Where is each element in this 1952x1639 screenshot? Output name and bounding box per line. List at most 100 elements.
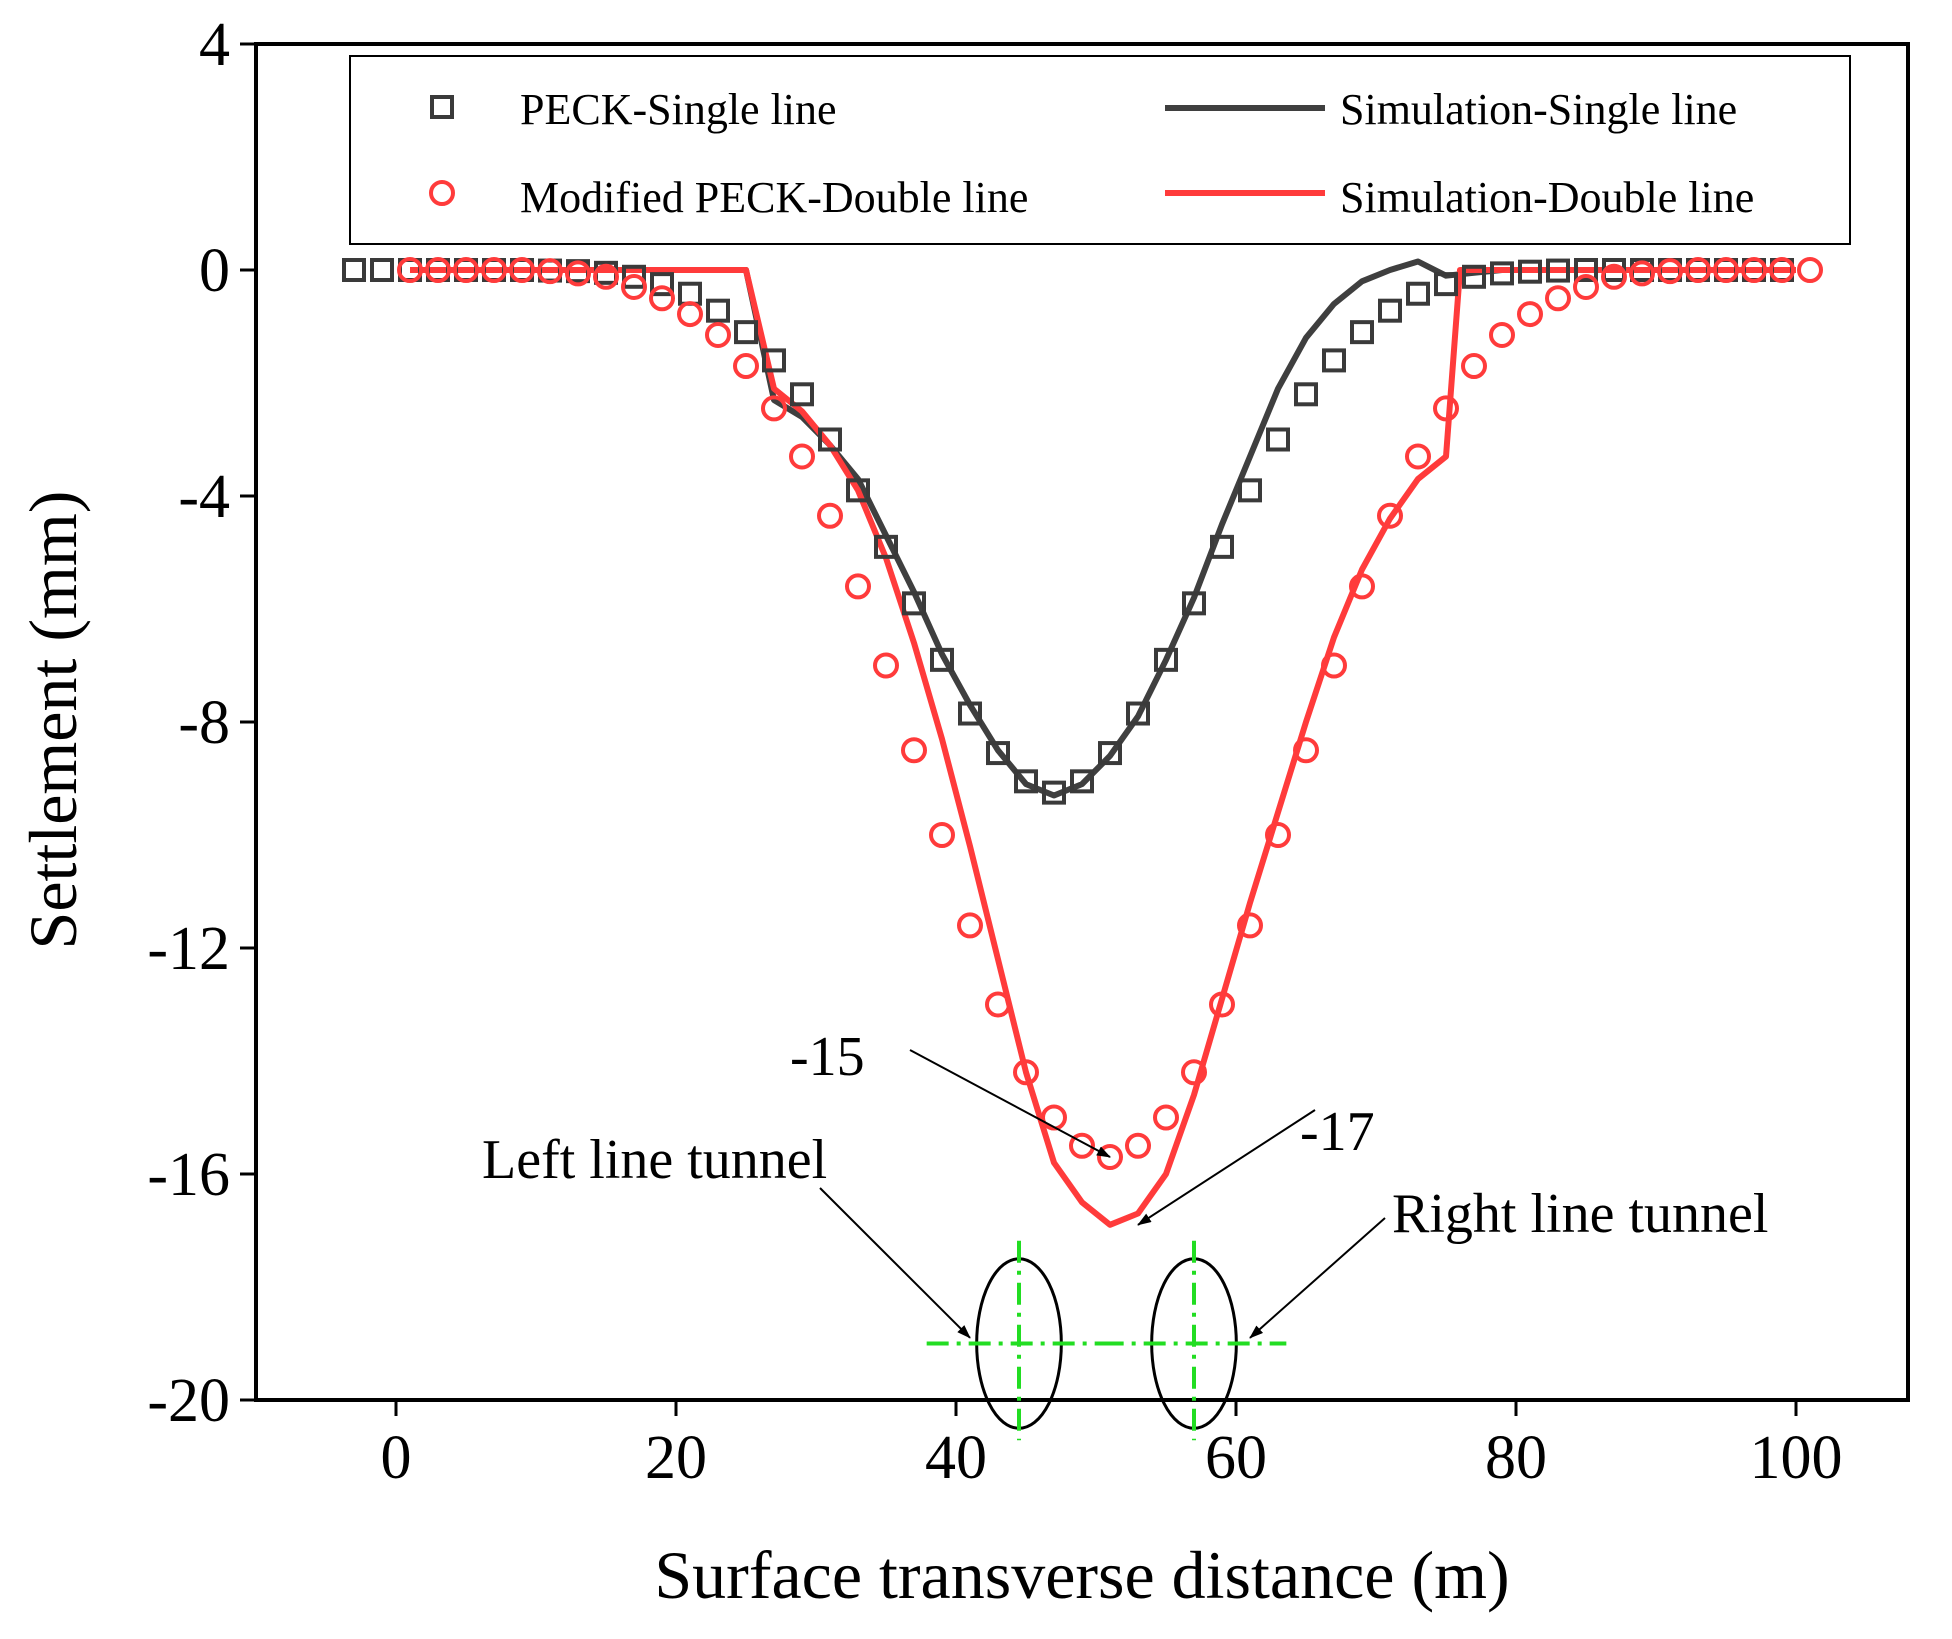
- data-point-circle: [1489, 321, 1515, 348]
- data-point-circle: [1209, 991, 1235, 1018]
- data-point-square: [958, 701, 982, 726]
- data-point-circle: [1517, 301, 1543, 328]
- tunnels: [926, 1240, 1287, 1441]
- data-point-circle: [761, 395, 787, 422]
- data-point-circle: [397, 257, 423, 283]
- y-axis-label: Settlement (mm): [15, 491, 91, 950]
- legend-label-simulation-single: Simulation-Single line: [1340, 85, 1737, 134]
- data-point-square: [1070, 769, 1094, 794]
- annotation-arrow: [909, 1049, 1111, 1158]
- y-tick-label: 0: [199, 237, 230, 305]
- data-point-circle: [621, 273, 647, 300]
- data-point-circle: [481, 257, 507, 283]
- data-point-square: [1182, 591, 1206, 616]
- y-tick-label: 4: [199, 11, 230, 79]
- x-tick-label: 80: [1485, 1424, 1547, 1492]
- data-point-circle: [1545, 285, 1571, 312]
- data-point-square: [1042, 780, 1066, 805]
- x-tick-label: 40: [925, 1424, 987, 1492]
- data-point-square: [930, 647, 954, 672]
- data-point-circle: [593, 263, 619, 290]
- data-point-circle: [873, 652, 899, 679]
- data-point-circle: [1573, 273, 1599, 300]
- data-point-circle: [1125, 1132, 1151, 1159]
- data-point-square: [650, 272, 674, 297]
- data-point-square: [734, 320, 758, 345]
- data-point-square: [1294, 382, 1318, 407]
- data-point-square: [1350, 320, 1374, 345]
- series-line-2: [410, 258, 1796, 799]
- data-point-circle: [845, 573, 871, 600]
- data-point-circle: [1657, 258, 1683, 285]
- data-point-square: [370, 258, 394, 282]
- data-point-square: [874, 534, 898, 559]
- data-point-circle: [425, 257, 451, 283]
- data-point-square: [342, 258, 366, 282]
- data-point-circle: [985, 991, 1011, 1018]
- data-point-circle: [649, 285, 675, 312]
- x-axis-label: Surface transverse distance (m): [654, 1537, 1509, 1613]
- annotation-label: Left line tunnel: [482, 1129, 827, 1191]
- data-point-circle: [1769, 257, 1795, 283]
- data-point-square: [1434, 272, 1458, 297]
- data-point-circle: [817, 502, 843, 529]
- y-tick-label: -16: [147, 1141, 230, 1209]
- data-point-circle: [677, 301, 703, 328]
- y-tick-label: -12: [147, 915, 230, 983]
- data-point-circle: [1013, 1059, 1039, 1086]
- data-point-square: [622, 264, 646, 289]
- annotation-arrow: [1249, 1217, 1386, 1339]
- data-point-circle: [1797, 257, 1823, 283]
- data-point-circle: [1461, 353, 1487, 380]
- data-point-square: [678, 281, 702, 306]
- y-tick-label: -20: [147, 1367, 230, 1435]
- data-point-square: [1014, 769, 1038, 794]
- data-point-square: [1378, 298, 1402, 323]
- data-point-square: [1518, 259, 1542, 284]
- y-tick-label: -8: [178, 689, 230, 757]
- data-point-circle: [929, 822, 955, 848]
- data-point-circle: [1405, 443, 1431, 470]
- data-point-square: [1490, 261, 1514, 286]
- data-point-square: [1406, 281, 1430, 306]
- data-point-circle: [957, 912, 983, 939]
- data-point-circle: [1377, 502, 1403, 529]
- x-tick-label: 100: [1750, 1424, 1843, 1492]
- data-point-square: [1574, 258, 1598, 282]
- data-point-square: [1154, 647, 1178, 672]
- series-line-3: [410, 267, 1796, 1228]
- data-point-circle: [1629, 260, 1655, 287]
- data-point-circle: [1293, 737, 1319, 764]
- data-point-circle: [537, 258, 563, 285]
- data-point-circle: [1685, 257, 1711, 283]
- annotation-arrow: [819, 1187, 971, 1339]
- data-point-circle: [1153, 1104, 1179, 1131]
- data-point-square: [1238, 478, 1262, 503]
- y-tick-label: -4: [178, 463, 230, 531]
- data-point-circle: [1041, 1104, 1067, 1131]
- data-point-circle: [1069, 1132, 1095, 1159]
- x-tick-label: 20: [645, 1424, 707, 1492]
- data-point-circle: [1237, 912, 1263, 939]
- legend-box: [349, 55, 1851, 245]
- data-point-circle: [1265, 822, 1291, 848]
- data-point-circle: [1741, 257, 1767, 283]
- legend-symbol-peck-single: [430, 95, 454, 119]
- data-point-square: [1546, 258, 1570, 283]
- data-point-square: [706, 298, 730, 323]
- data-point-circle: [565, 260, 591, 287]
- data-point-square: [986, 741, 1010, 766]
- data-point-square: [790, 382, 814, 407]
- data-point-square: [1266, 427, 1290, 452]
- data-point-circle: [453, 257, 479, 283]
- data-point-square: [762, 348, 786, 373]
- data-point-square: [1322, 348, 1346, 373]
- data-point-square: [818, 427, 842, 452]
- data-point-circle: [901, 737, 927, 764]
- data-point-circle: [733, 353, 759, 380]
- legend-label-simulation-double: Simulation-Double line: [1340, 173, 1754, 222]
- annotation-label: -15: [790, 1026, 865, 1088]
